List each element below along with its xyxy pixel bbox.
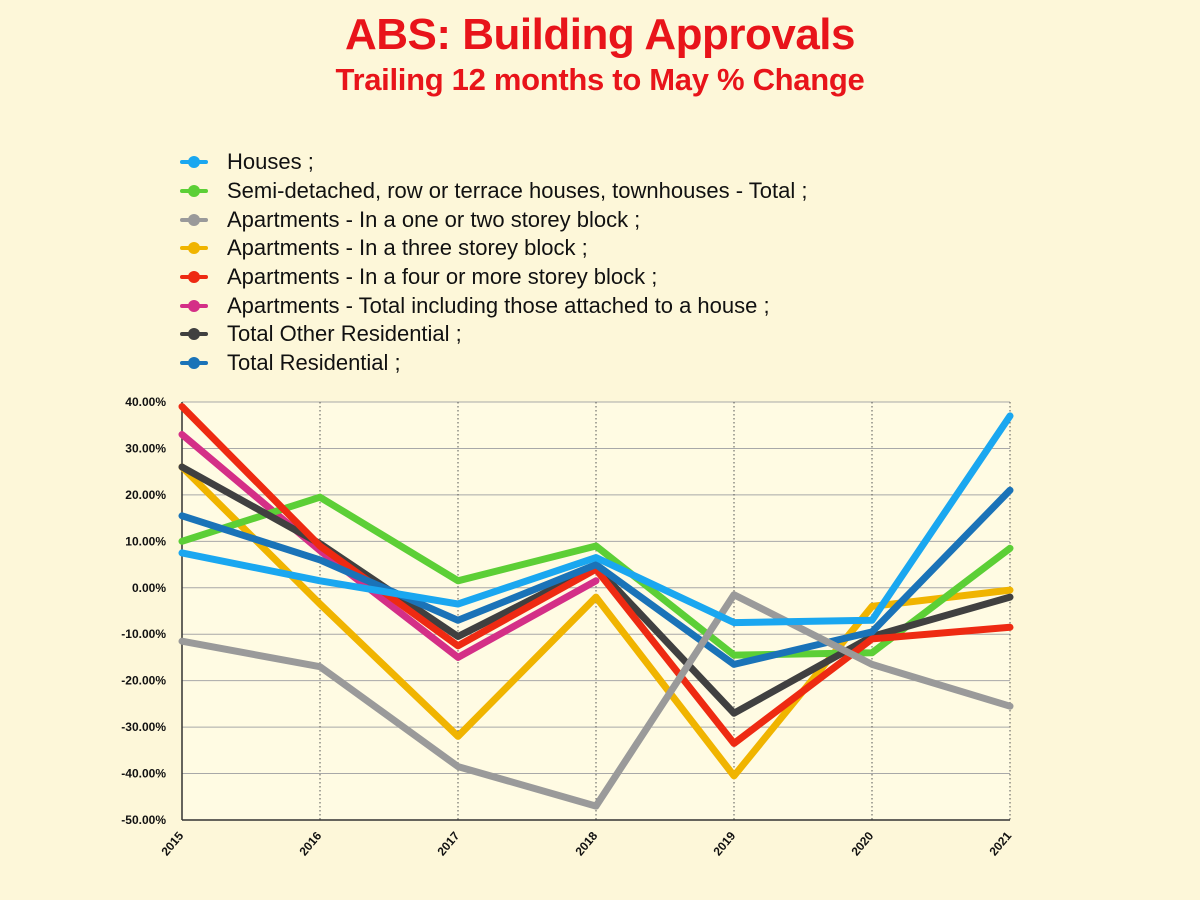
legend-item: Total Residential ; (180, 349, 807, 378)
legend-swatch (180, 213, 208, 226)
x-tick-label: 2017 (434, 829, 462, 859)
legend-item: Apartments - In a one or two storey bloc… (180, 205, 807, 234)
x-tick-label: 2019 (710, 829, 738, 859)
legend-item: Apartments - In a four or more storey bl… (180, 263, 807, 292)
legend-label: Apartments - In a four or more storey bl… (227, 264, 658, 290)
legend-label: Total Residential ; (227, 350, 401, 376)
legend-label: Houses ; (227, 149, 314, 175)
y-tick-label: -50.00% (121, 813, 166, 827)
y-tick-label: 30.00% (125, 441, 166, 455)
y-tick-label: 10.00% (125, 534, 166, 548)
series-line (178, 486, 1014, 668)
legend-swatch (180, 185, 208, 198)
y-tick-label: -30.00% (121, 720, 166, 734)
series-line (178, 463, 1014, 780)
x-tick-label: 2015 (158, 829, 186, 859)
legend-label: Apartments - Total including those attac… (227, 292, 770, 318)
chart-legend: Houses ; Semi-detached, row or terrace ho… (180, 148, 807, 378)
legend-item: Houses ; (180, 148, 807, 177)
y-tick-label: -20.00% (121, 674, 166, 688)
legend-swatch (180, 156, 208, 169)
chart-subtitle: Trailing 12 months to May % Change (335, 62, 865, 97)
y-tick-label: -40.00% (121, 767, 166, 781)
chart-title: ABS: Building Approvals (345, 10, 856, 59)
series-line (178, 412, 1014, 627)
x-tick-label: 2020 (848, 829, 876, 859)
series-line (178, 591, 1014, 810)
y-tick-label: -10.00% (121, 627, 166, 641)
series-line (178, 493, 1014, 659)
legend-item: Total Other Residential ; (180, 320, 807, 349)
legend-label: Semi-detached, row or terrace houses, to… (227, 178, 808, 204)
y-tick-label: 20.00% (125, 488, 166, 502)
legend-swatch (180, 328, 208, 341)
legend-swatch (180, 357, 208, 370)
x-tick-label: 2016 (296, 829, 324, 859)
legend-item: Apartments - Total including those attac… (180, 291, 807, 320)
y-tick-label: 0.00% (132, 581, 166, 595)
y-tick-label: 40.00% (125, 395, 166, 409)
legend-swatch (180, 242, 208, 255)
legend-label: Apartments - In a three storey block ; (227, 235, 588, 261)
legend-label: Total Other Residential ; (227, 321, 462, 347)
legend-label: Apartments - In a one or two storey bloc… (227, 206, 641, 232)
legend-item: Semi-detached, row or terrace houses, to… (180, 177, 807, 206)
legend-item: Apartments - In a three storey block ; (180, 234, 807, 263)
x-tick-label: 2018 (572, 829, 600, 859)
series-line (178, 431, 600, 661)
legend-swatch (180, 299, 208, 312)
line-chart: 40.00% 30.00% 20.00% 10.00% 0.00% -10.00% -20.… (121, 395, 1014, 859)
legend-swatch (180, 271, 208, 284)
series-line (178, 403, 1014, 747)
x-tick-label: 2021 (986, 829, 1014, 859)
